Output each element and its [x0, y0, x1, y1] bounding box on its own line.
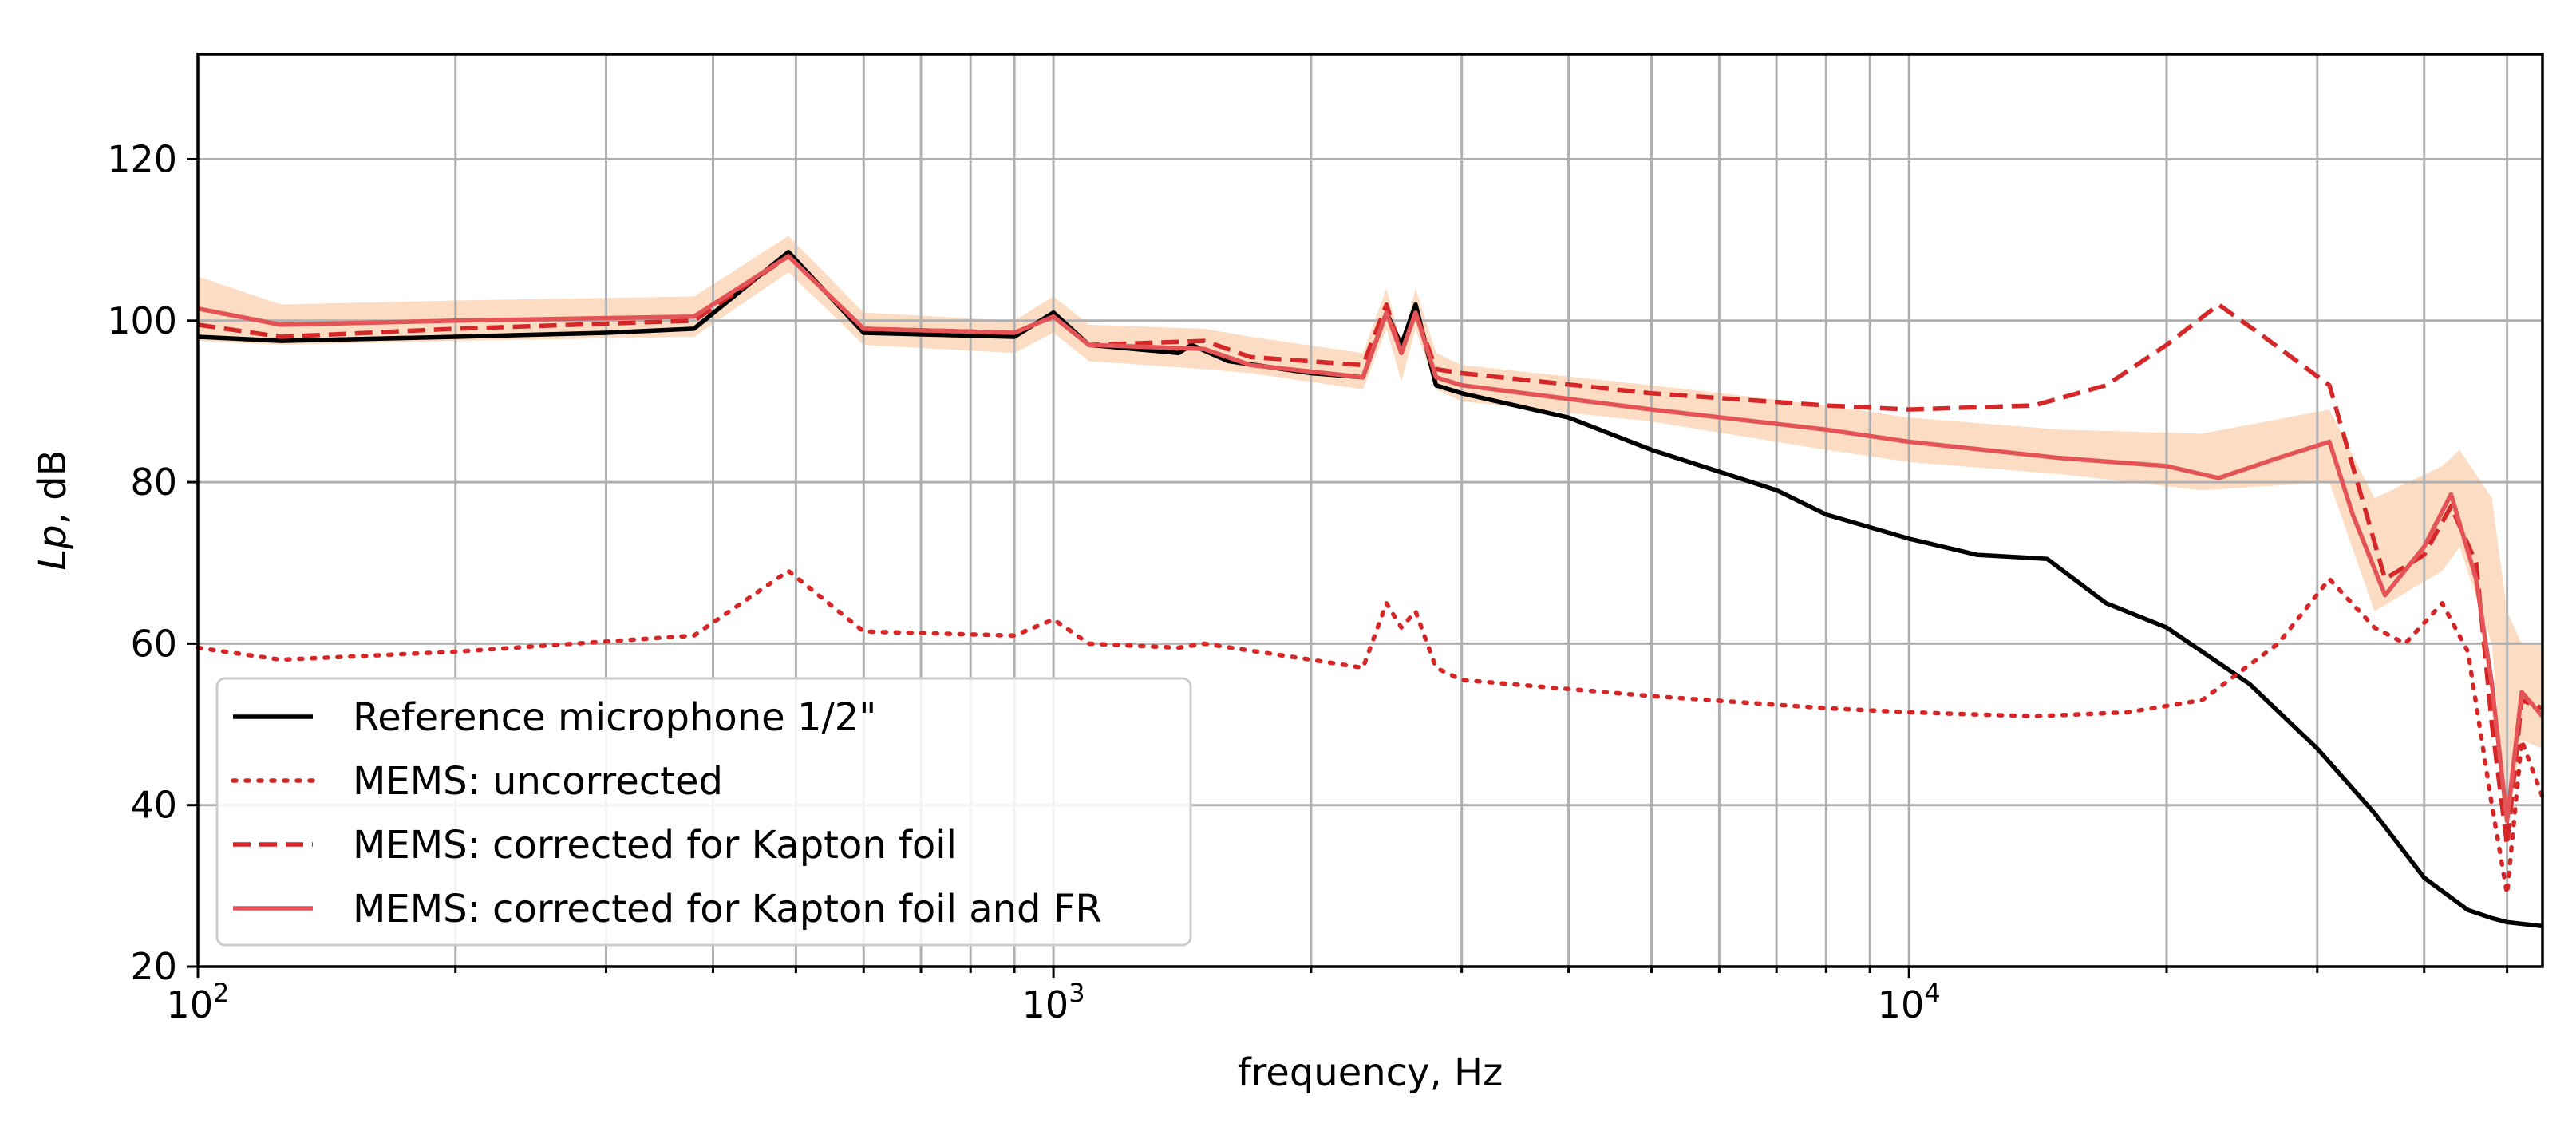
legend-label-2: MEMS: uncorrected: [353, 759, 723, 804]
series-line-2: [196, 568, 2545, 896]
y-tick-label: 120: [107, 137, 177, 180]
ticks-group: 20 40 60 80 100 120 102 103 104: [107, 137, 2509, 1026]
legend-box: [215, 677, 1192, 947]
y-axis-title-italic: Lp: [30, 524, 75, 570]
legend-label-1: Reference microphone 1/2": [353, 695, 876, 740]
y-axis-title-unit: , dB: [30, 449, 75, 524]
x-axis-title: frequency, Hz: [1238, 1050, 1503, 1095]
y-tick-label: 60: [130, 622, 177, 665]
y-tick-label: 80: [130, 461, 177, 504]
y-tick-label: 20: [130, 945, 177, 988]
legend: Reference microphone 1/2" MEMS: uncorrect…: [215, 677, 1192, 947]
x-tick-label: 104: [1878, 978, 1941, 1026]
legend-label-3: MEMS: corrected for Kapton foil: [353, 823, 957, 868]
x-tick-label: 102: [167, 978, 230, 1026]
y-axis-title: Lp, dB: [30, 449, 75, 570]
y-tick-label: 40: [130, 784, 177, 827]
plot-frame: [196, 53, 2544, 968]
series-line-1: [197, 250, 2543, 929]
y-tick-label: 100: [107, 299, 177, 342]
legend-label-4: MEMS: corrected for Kapton foil and FR: [353, 887, 1102, 931]
series-line-4: [197, 254, 2545, 824]
series-group: [196, 250, 2545, 929]
x-tick-label: 103: [1022, 978, 1085, 1026]
